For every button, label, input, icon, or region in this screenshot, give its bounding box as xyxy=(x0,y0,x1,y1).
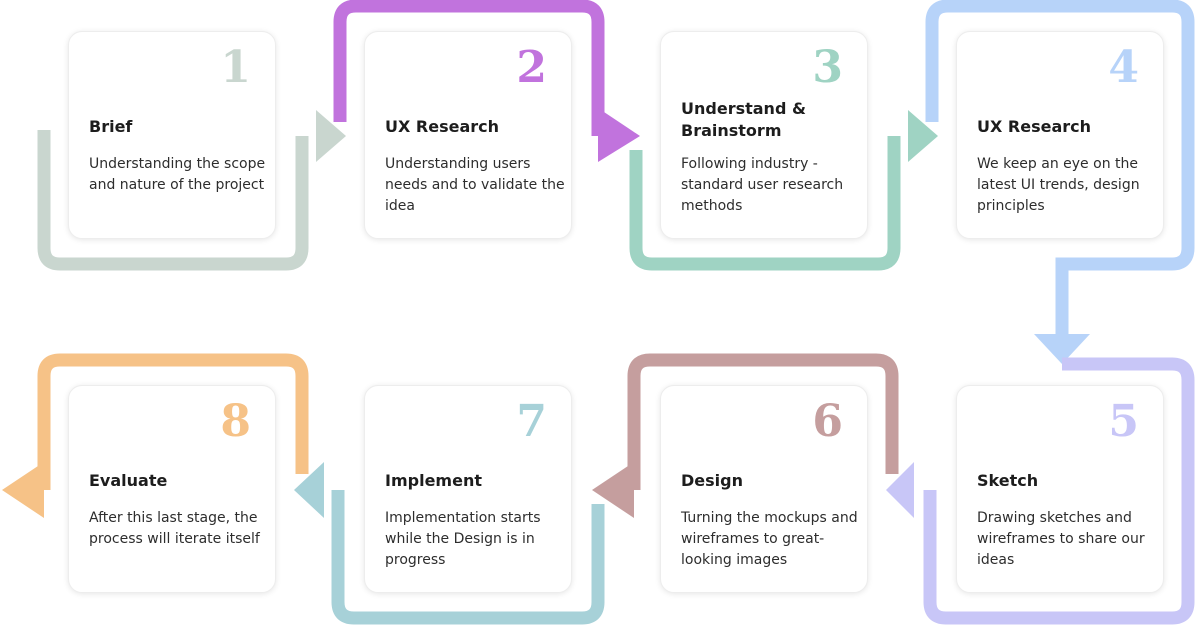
arrow-head-7 xyxy=(294,462,324,518)
step-title: UX Research xyxy=(977,117,1092,136)
arrow-head-3 xyxy=(908,110,938,162)
connector-arrow-3 xyxy=(629,136,901,271)
connector-arrow-5 xyxy=(923,357,1195,625)
step-card-8: 8 Evaluate After this last stage, the pr… xyxy=(68,385,276,593)
step-card-2: 2 UX Research Understanding users needs … xyxy=(364,31,572,239)
step-title: Brief xyxy=(89,117,133,136)
connector-arrow-1 xyxy=(37,130,309,271)
step-description: We keep an eye on the latest UI trends, … xyxy=(977,156,1140,214)
step-card-6: 6 Design Turning the mockups and wirefra… xyxy=(660,385,868,593)
step-description: Drawing sketches and wireframes to share… xyxy=(977,510,1145,568)
step-card-3: 3 Understand & Brainstorm Following indu… xyxy=(660,31,868,239)
step-title: Design xyxy=(681,471,743,490)
step-title: Evaluate xyxy=(89,471,168,490)
step-number: 3 xyxy=(812,42,843,93)
step-number: 7 xyxy=(516,396,547,447)
step-card-7: 7 Implement Implementation starts while … xyxy=(364,385,572,593)
step-description: Understanding the scope and nature of th… xyxy=(89,156,266,193)
step-number: 8 xyxy=(220,396,251,447)
connector-arrow-7 xyxy=(331,490,605,625)
step-card-4: 4 UX Research We keep an eye on the late… xyxy=(956,31,1164,239)
step-description: Turning the mockups and wireframes to gr… xyxy=(681,510,858,568)
arrow-head-4 xyxy=(1034,334,1090,364)
connector-arrow-6 xyxy=(627,353,899,490)
connector-arrow-4 xyxy=(925,0,1195,334)
step-title: UX Research xyxy=(385,117,500,136)
arrow-head-8 xyxy=(2,462,44,518)
step-description: Understanding users needs and to validat… xyxy=(385,156,565,214)
step-description: Implementation starts while the Design i… xyxy=(385,510,541,568)
arrow-head-5 xyxy=(886,462,914,518)
step-card-1: 1 Brief Understanding the scope and natu… xyxy=(68,31,276,239)
step-number: 6 xyxy=(812,396,843,447)
connector-arrow-8 xyxy=(37,353,309,490)
step-description: After this last stage, the process will … xyxy=(89,510,260,547)
step-card-5: 5 Sketch Drawing sketches and wireframes… xyxy=(956,385,1164,593)
step-title: Implement xyxy=(385,471,482,490)
arrow-head-6 xyxy=(592,462,634,518)
step-description: Following industry - standard user resea… xyxy=(681,156,844,214)
step-number: 5 xyxy=(1108,396,1139,447)
step-title: Understand & Brainstorm xyxy=(681,99,806,140)
step-number: 1 xyxy=(220,42,251,93)
arrow-head-2 xyxy=(598,108,640,162)
step-number: 4 xyxy=(1108,42,1139,93)
step-number: 2 xyxy=(516,42,547,93)
connector-arrow-2 xyxy=(333,0,605,136)
arrow-head-1 xyxy=(316,110,346,162)
step-title: Sketch xyxy=(977,471,1039,490)
